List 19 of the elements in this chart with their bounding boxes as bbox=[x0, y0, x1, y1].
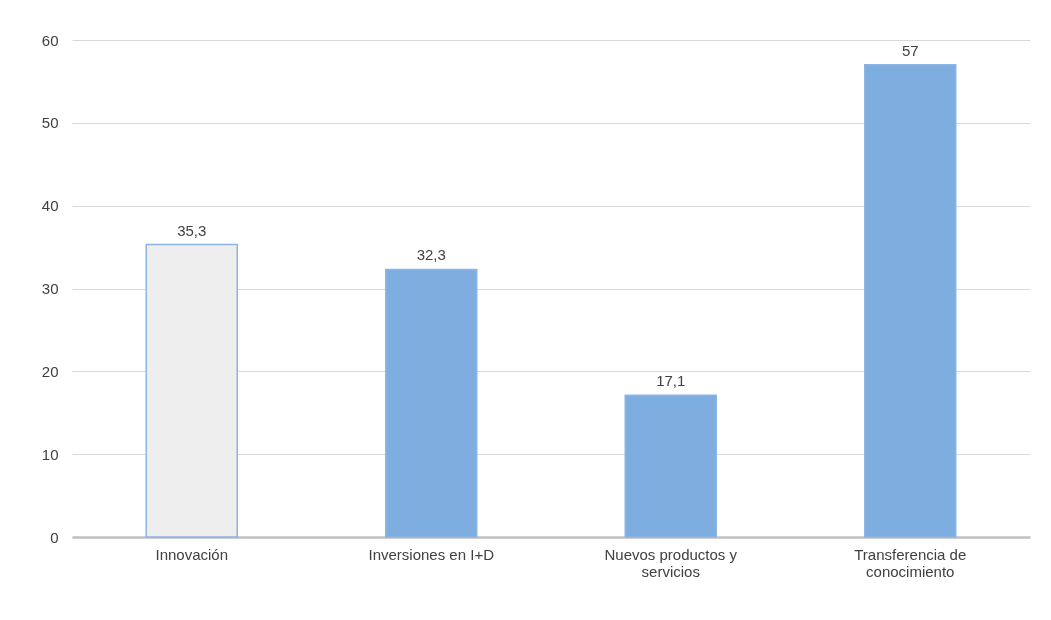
data-label: 17,1 bbox=[656, 372, 686, 390]
x-tick-label: Nuevos productos y servicios bbox=[604, 545, 738, 580]
y-tick-label: 60 bbox=[41, 31, 59, 49]
data-label: 32,3 bbox=[416, 246, 446, 264]
y-tick-label: 0 bbox=[50, 528, 59, 546]
y-tick-label: 30 bbox=[41, 280, 59, 297]
x-tick-label: Inversiones en I+D bbox=[368, 545, 495, 563]
y-tick-label: 50 bbox=[41, 114, 59, 132]
x-tick-label: Transferencia de conocimiento bbox=[854, 545, 967, 580]
data-label: 35,3 bbox=[177, 221, 207, 239]
bar bbox=[864, 64, 957, 538]
y-tick-label: 20 bbox=[41, 362, 59, 380]
y-tick-label: 40 bbox=[41, 197, 59, 215]
bar bbox=[145, 243, 239, 538]
data-label: 57 bbox=[901, 41, 919, 59]
x-tick-label: Innovación bbox=[155, 545, 229, 563]
bar bbox=[624, 394, 718, 538]
y-tick-label: 10 bbox=[41, 445, 59, 463]
bar bbox=[385, 268, 478, 538]
